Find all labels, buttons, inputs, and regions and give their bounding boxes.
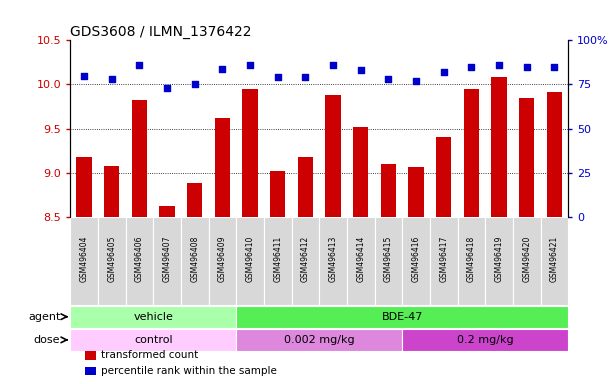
Text: GSM496418: GSM496418 [467, 236, 476, 282]
Point [79, 73, 89, 79]
Point [328, 62, 338, 68]
Bar [298, 157, 313, 217]
Point [245, 62, 255, 68]
Text: GSM496419: GSM496419 [494, 236, 503, 282]
Point [190, 81, 200, 88]
Bar [70, 329, 236, 351]
Point [522, 64, 532, 70]
Bar [347, 217, 375, 305]
Bar [464, 89, 479, 217]
Text: percentile rank within the sample: percentile rank within the sample [101, 366, 277, 376]
Point [356, 67, 365, 73]
Bar [375, 217, 402, 305]
Bar [70, 217, 98, 305]
Text: GSM496421: GSM496421 [550, 236, 559, 282]
Point [549, 64, 559, 70]
Point [411, 78, 421, 84]
Bar [98, 217, 126, 305]
Bar [402, 329, 568, 351]
Bar [291, 217, 320, 305]
Point [107, 76, 117, 82]
Bar [547, 91, 562, 217]
Text: transformed count: transformed count [101, 351, 199, 361]
Bar [126, 217, 153, 305]
Point [467, 64, 477, 70]
Point [162, 85, 172, 91]
Bar [320, 217, 347, 305]
Bar [236, 329, 402, 351]
Bar [353, 127, 368, 217]
Bar [326, 95, 341, 217]
Text: GSM496407: GSM496407 [163, 236, 172, 283]
Text: 0.2 mg/kg: 0.2 mg/kg [457, 335, 514, 345]
Bar [215, 118, 230, 217]
Text: dose: dose [34, 335, 60, 345]
Text: GSM496414: GSM496414 [356, 236, 365, 282]
Point [439, 69, 448, 75]
Bar [513, 217, 541, 305]
Bar [402, 217, 430, 305]
Text: GSM496416: GSM496416 [412, 236, 420, 282]
Text: GSM496409: GSM496409 [218, 236, 227, 283]
Bar [76, 157, 92, 217]
Text: GSM496417: GSM496417 [439, 236, 448, 282]
Point [494, 62, 504, 68]
Bar [159, 206, 175, 217]
Point [273, 74, 283, 81]
Bar [458, 217, 485, 305]
Text: GSM496415: GSM496415 [384, 236, 393, 282]
Point [301, 74, 310, 81]
Bar [208, 217, 236, 305]
Text: GSM496408: GSM496408 [190, 236, 199, 282]
Bar [187, 183, 202, 217]
Text: GSM496410: GSM496410 [246, 236, 255, 282]
Text: 0.002 mg/kg: 0.002 mg/kg [284, 335, 354, 345]
Bar [181, 217, 208, 305]
Bar [270, 171, 285, 217]
Bar [70, 306, 236, 328]
Bar [236, 306, 568, 328]
Bar [491, 78, 507, 217]
Bar [85, 367, 96, 375]
Bar [485, 217, 513, 305]
Bar [381, 164, 396, 217]
Text: agent: agent [28, 312, 60, 322]
Text: control: control [134, 335, 172, 345]
Point [384, 76, 393, 82]
Text: GDS3608 / ILMN_1376422: GDS3608 / ILMN_1376422 [70, 25, 252, 39]
Bar [409, 167, 423, 217]
Bar [243, 89, 258, 217]
Text: GSM496413: GSM496413 [329, 236, 338, 282]
Text: BDE-47: BDE-47 [381, 312, 423, 322]
Bar [104, 166, 119, 217]
Bar [436, 137, 452, 217]
Text: GSM496404: GSM496404 [79, 236, 89, 283]
Text: GSM496405: GSM496405 [108, 236, 116, 283]
Bar [132, 100, 147, 217]
Point [218, 66, 227, 72]
Text: GSM496412: GSM496412 [301, 236, 310, 282]
Text: vehicle: vehicle [133, 312, 173, 322]
Bar [153, 217, 181, 305]
Bar [85, 351, 96, 359]
Bar [236, 217, 264, 305]
Bar [430, 217, 458, 305]
Bar [264, 217, 291, 305]
Bar [541, 217, 568, 305]
Text: GSM496406: GSM496406 [135, 236, 144, 283]
Text: GSM496420: GSM496420 [522, 236, 531, 282]
Bar [519, 98, 535, 217]
Text: GSM496411: GSM496411 [273, 236, 282, 282]
Point [134, 62, 144, 68]
